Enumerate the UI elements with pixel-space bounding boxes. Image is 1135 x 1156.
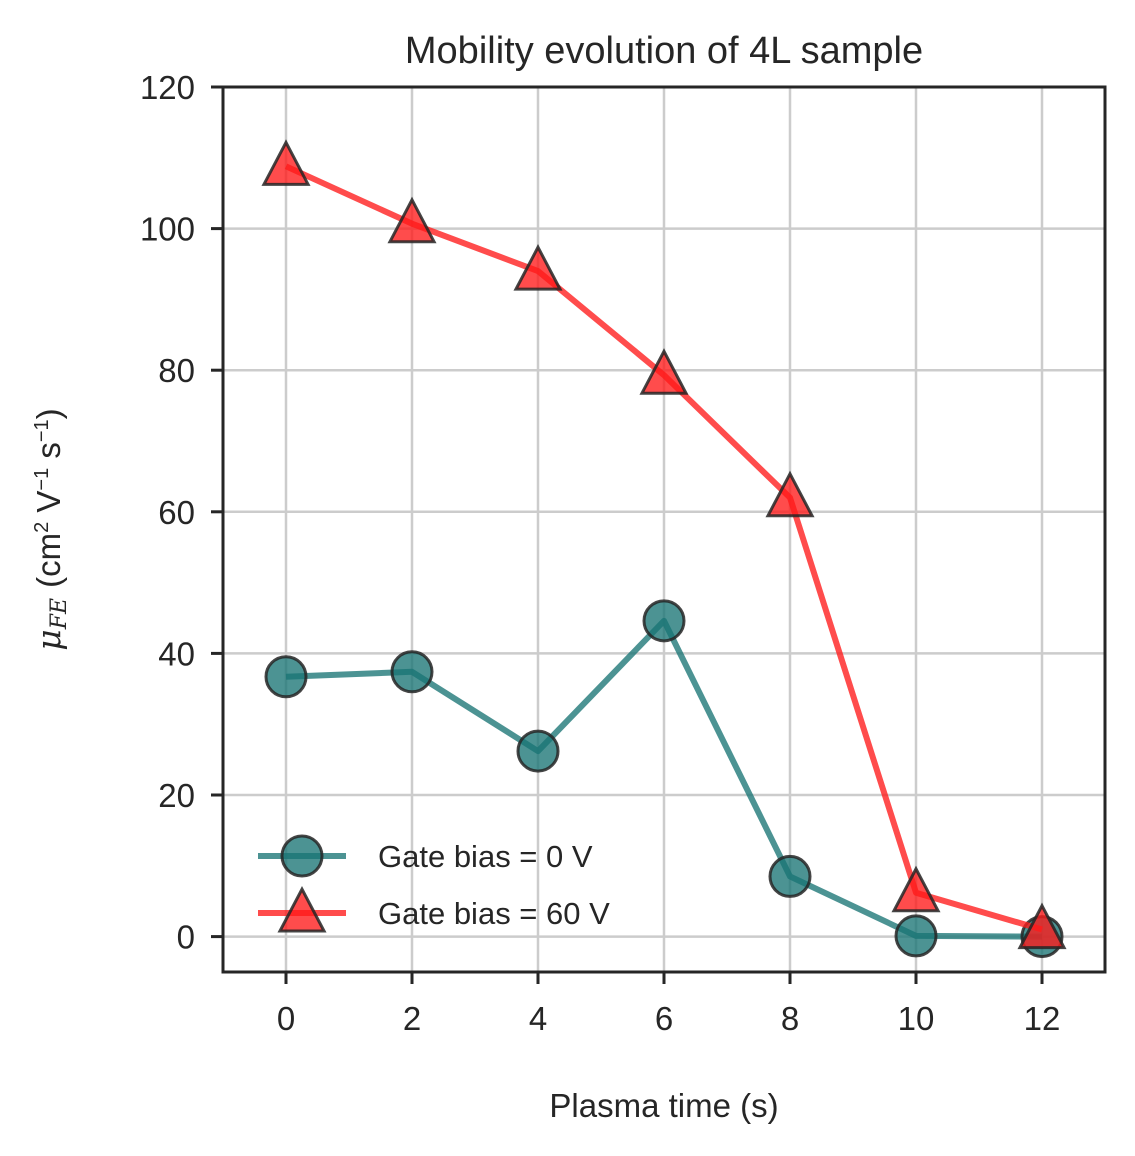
- x-tick-label: 12: [1024, 1000, 1061, 1037]
- y-tick-label: 40: [158, 635, 195, 672]
- y-tick-label: 60: [158, 494, 195, 531]
- data-point-triangle: [765, 470, 815, 518]
- legend-label: Gate bias = 60 V: [378, 896, 610, 931]
- legend-label: Gate bias = 0 V: [378, 839, 593, 874]
- y-tick-label: 120: [140, 69, 195, 106]
- y-tick-label: 0: [177, 919, 195, 956]
- data-point-circle: [768, 854, 812, 898]
- data-point-triangle: [261, 139, 311, 186]
- series-1: [261, 139, 1067, 950]
- data-point-circle: [642, 599, 686, 643]
- data-point-circle: [280, 834, 324, 878]
- data-point-triangle: [277, 885, 327, 933]
- x-tick-label: 6: [655, 1000, 673, 1037]
- series-layer: [261, 139, 1067, 959]
- y-tick-label: 20: [158, 777, 195, 814]
- data-point-triangle: [1017, 902, 1067, 950]
- x-tick-label: 4: [529, 1000, 547, 1037]
- legend: Gate bias = 0 V Gate bias = 60 V: [258, 834, 610, 933]
- legend-entry: Gate bias = 60 V: [258, 885, 610, 933]
- data-point-triangle: [639, 348, 689, 395]
- y-tick-label: 80: [158, 352, 195, 389]
- legend-entry: Gate bias = 0 V: [258, 834, 593, 878]
- data-point-triangle: [387, 196, 437, 244]
- x-tick-label: 8: [781, 1000, 799, 1037]
- x-tick-label: 2: [403, 1000, 421, 1037]
- data-point-triangle: [513, 244, 563, 291]
- x-axis-label: Plasma time (s): [549, 1087, 778, 1124]
- x-tick-label: 10: [898, 1000, 935, 1037]
- grid: [223, 85, 1105, 972]
- data-point-circle: [264, 655, 308, 699]
- y-axis-label: μFE(cm2 V−1 s−1): [29, 408, 72, 650]
- data-point-circle: [516, 729, 560, 773]
- x-tick-label: 0: [277, 1000, 295, 1037]
- chart-title: Mobility evolution of 4L sample: [405, 30, 923, 72]
- data-point-triangle: [891, 865, 941, 913]
- data-point-circle: [894, 914, 938, 958]
- y-tick-label: 100: [140, 211, 195, 248]
- data-point-circle: [390, 650, 434, 694]
